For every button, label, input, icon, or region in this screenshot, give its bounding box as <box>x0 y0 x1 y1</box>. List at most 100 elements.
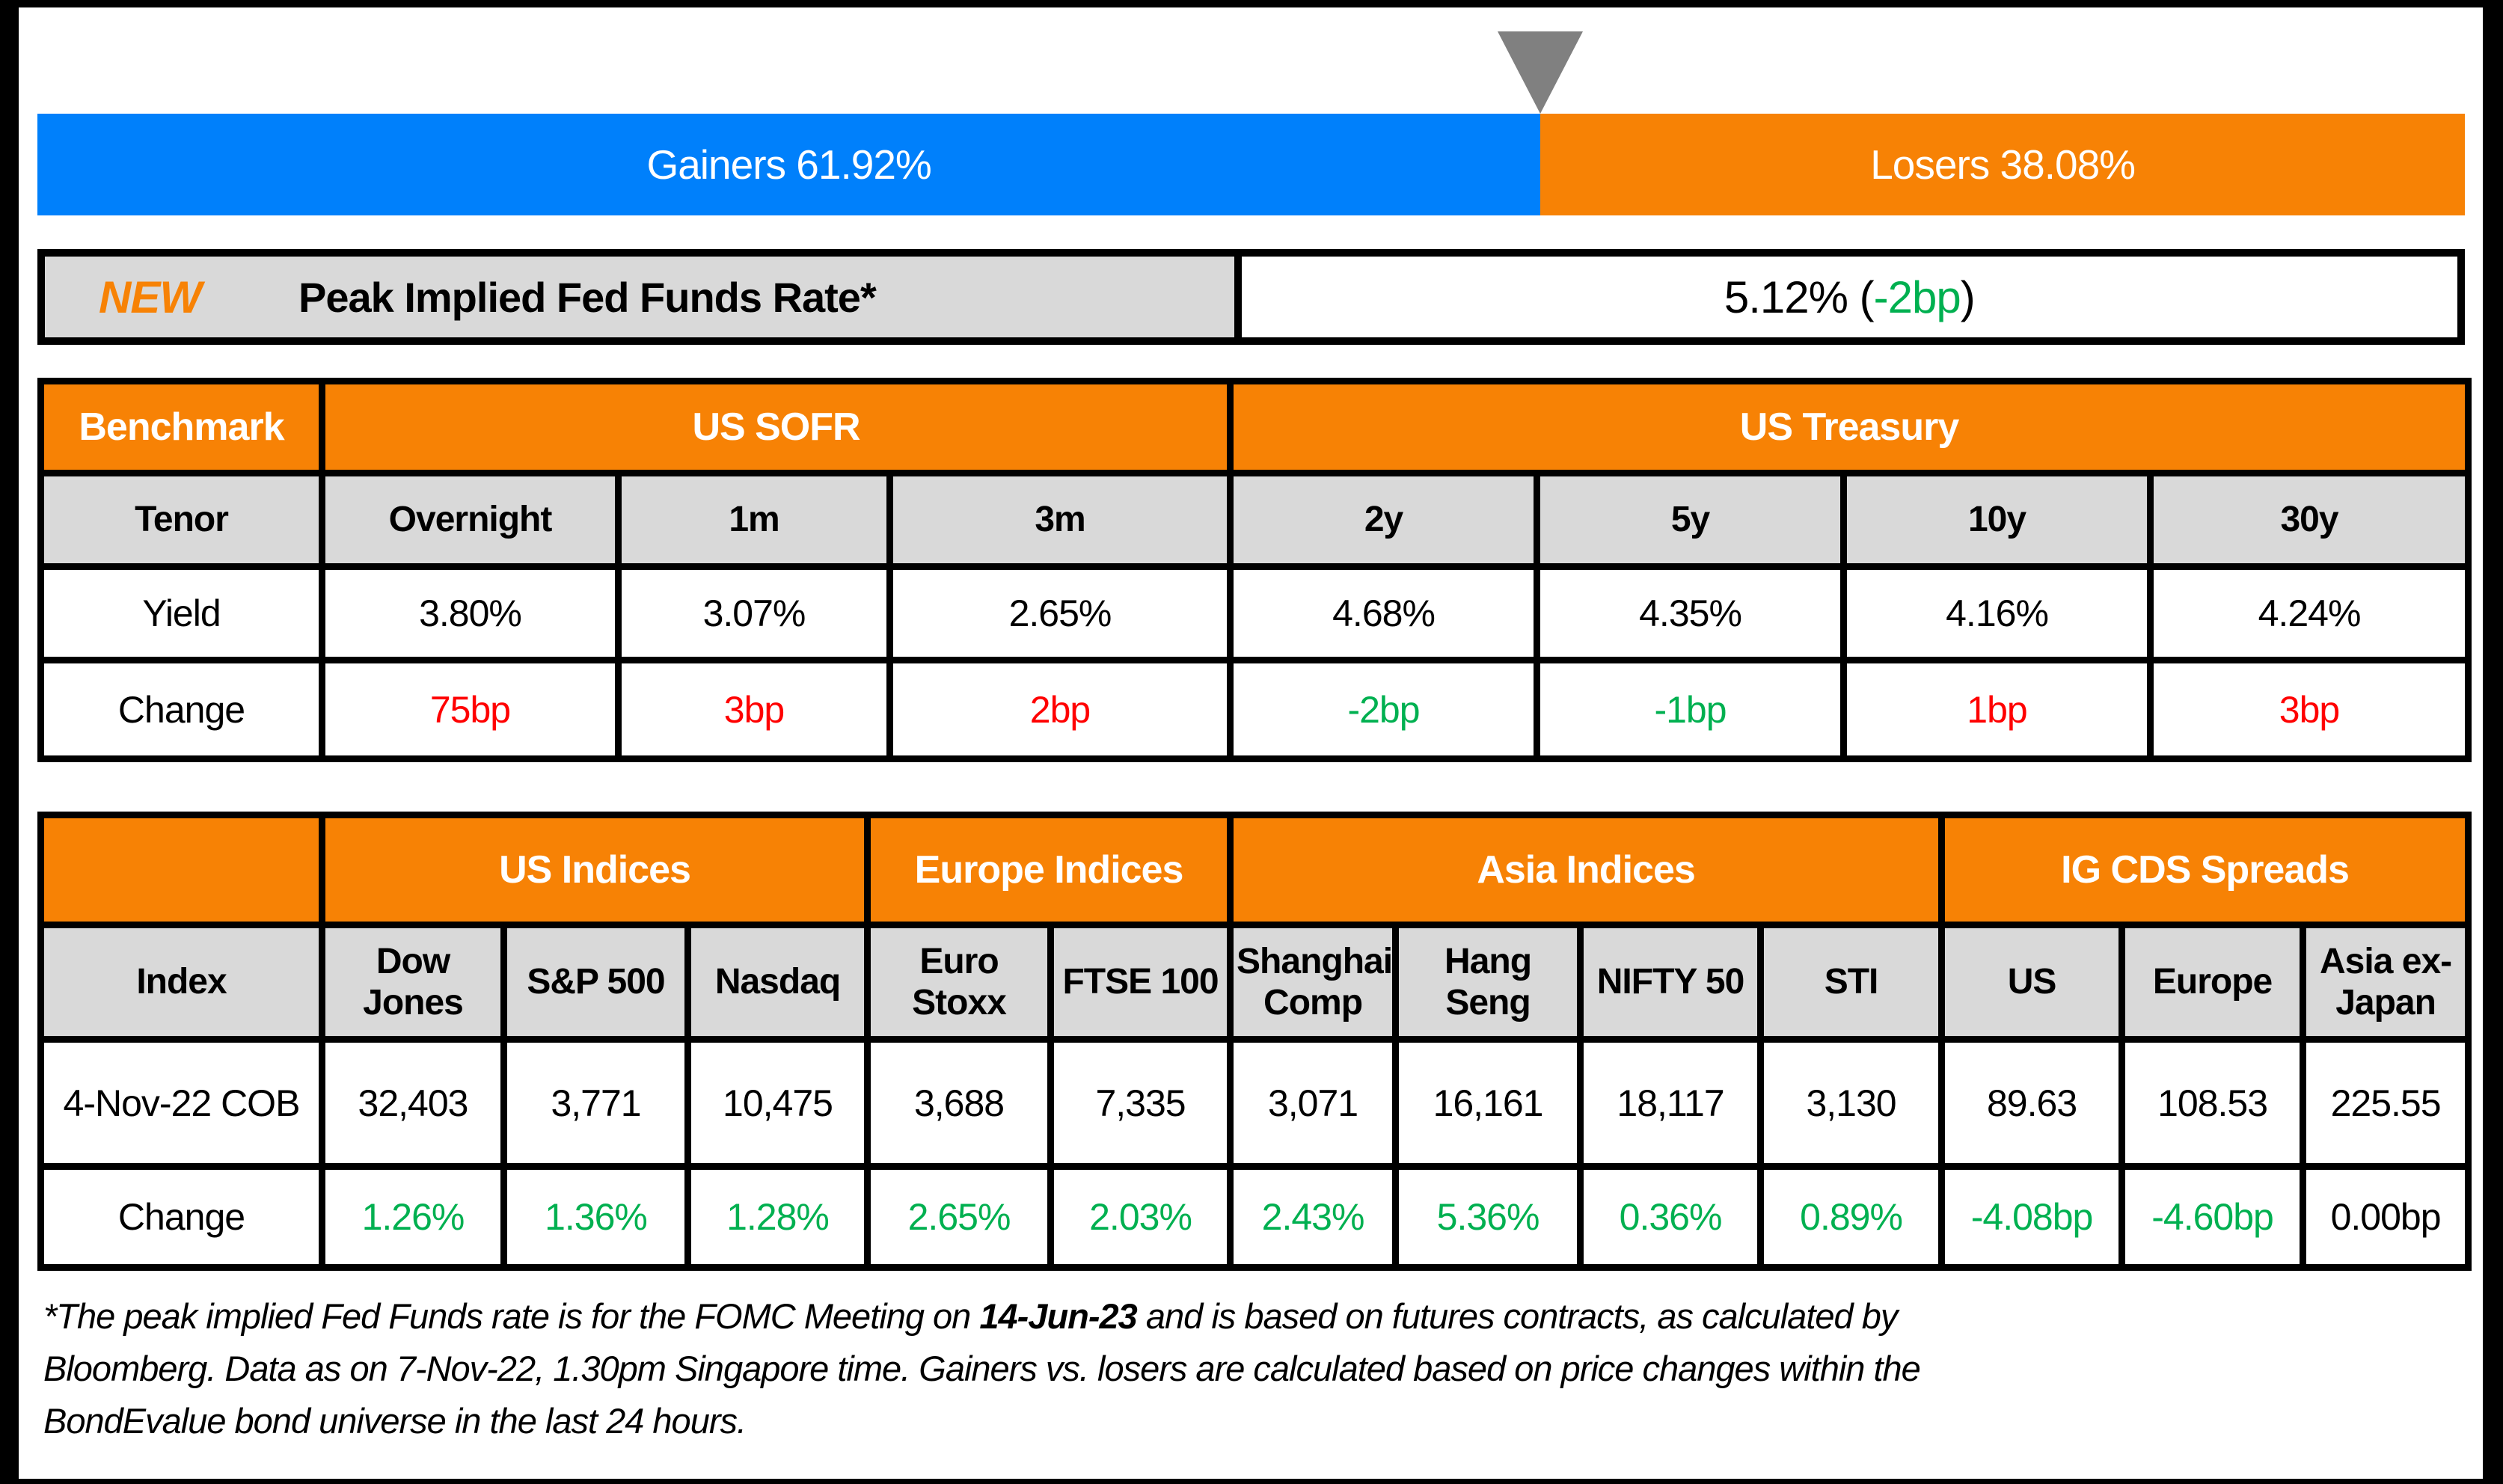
new-badge: NEW <box>99 272 202 322</box>
cob-row-label: 4-Nov-22 COB <box>37 1036 325 1170</box>
col-cds-asia-ex-japan: Asia ex-Japan <box>2300 922 2472 1043</box>
col-shanghai-comp: Shanghai Comp <box>1227 922 1400 1043</box>
change-10y: 1bp <box>1840 657 2154 762</box>
peak-rate-value: 5.12% ( <box>1724 272 1875 322</box>
change-30y: 3bp <box>2147 657 2472 762</box>
col-dow-jones: Dow Jones <box>319 922 507 1043</box>
cob-sp500: 3,771 <box>500 1036 691 1170</box>
cob-hang-seng: 16,161 <box>1392 1036 1584 1170</box>
cob-ftse-100: 7,335 <box>1047 1036 1234 1170</box>
tenor-row-label: Tenor <box>37 470 325 570</box>
indices-table: US Indices Europe Indices Asia Indices I… <box>37 812 2472 1271</box>
chg-nifty-50: 0.36% <box>1577 1163 1765 1271</box>
col-euro-stoxx: Euro Stoxx <box>864 922 1055 1043</box>
tenor-1m: 1m <box>615 470 893 570</box>
cob-dow-jones: 32,403 <box>319 1036 507 1170</box>
yield-5y: 4.35% <box>1534 563 1848 663</box>
tenor-10y: 10y <box>1840 470 2154 570</box>
group-asia-indices: Asia Indices <box>1227 812 1946 928</box>
frame-bottom <box>0 1479 2503 1484</box>
chg-ftse-100: 2.03% <box>1047 1163 1234 1271</box>
chg-cds-europe: -4.60bp <box>2118 1163 2307 1271</box>
tenor-3m: 3m <box>886 470 1234 570</box>
benchmark-table: Benchmark US SOFR US Treasury Tenor Over… <box>37 378 2472 762</box>
group-us-indices: US Indices <box>318 812 871 928</box>
tenor-overnight: Overnight <box>319 470 622 570</box>
change-2y: -2bp <box>1227 657 1541 762</box>
yield-overnight: 3.80% <box>319 563 622 663</box>
marker-down-triangle-icon <box>1498 31 1584 114</box>
index-header-row: Index Dow Jones S&P 500 Nasdaq Euro Stox… <box>37 922 2472 1043</box>
cob-sti: 3,130 <box>1757 1036 1946 1170</box>
footnote-fomc-date: 14-Jun-23 <box>979 1296 1137 1336</box>
yield-1m: 3.07% <box>615 563 893 663</box>
frame-top <box>0 0 2503 7</box>
benchmark-change-row: Change 75bp 3bp 2bp -2bp -1bp 1bp 3bp <box>37 657 2472 762</box>
benchmark-change-row-label: Change <box>37 657 325 762</box>
footnote: *The peak implied Fed Funds rate is for … <box>43 1290 2467 1447</box>
yield-row-label: Yield <box>37 563 325 663</box>
indices-change-row: Change 1.26% 1.36% 1.28% 2.65% 2.03% 2.4… <box>37 1163 2472 1271</box>
peak-rate-paren: ) <box>1960 272 1976 322</box>
col-cds-europe: Europe <box>2118 922 2307 1043</box>
cob-nifty-50: 18,117 <box>1577 1036 1765 1170</box>
losers-label: Losers 38.08% <box>1870 141 2136 188</box>
cob-shanghai-comp: 3,071 <box>1227 1036 1400 1170</box>
cob-cds-us: 89.63 <box>1938 1036 2126 1170</box>
tenor-30y: 30y <box>2147 470 2472 570</box>
benchmark-group-row: Benchmark US SOFR US Treasury <box>37 378 2472 476</box>
col-sp500: S&P 500 <box>500 922 691 1043</box>
tenor-2y: 2y <box>1227 470 1541 570</box>
peak-rate-label: Peak Implied Fed Funds Rate* <box>298 273 877 321</box>
peak-fed-funds-row: NEW Peak Implied Fed Funds Rate* 5.12% (… <box>37 249 2465 345</box>
chg-cds-asia-ex-japan: 0.00bp <box>2300 1163 2472 1271</box>
frame-left <box>0 0 19 1484</box>
cob-euro-stoxx: 3,688 <box>864 1036 1055 1170</box>
col-cds-us: US <box>1938 922 2126 1043</box>
frame-right <box>2483 0 2503 1484</box>
col-nifty-50: NIFTY 50 <box>1577 922 1765 1043</box>
group-ig-cds-spreads: IG CDS Spreads <box>1938 812 2472 928</box>
change-overnight: 75bp <box>319 657 622 762</box>
footnote-line-2: Bloomberg. Data as on 7-Nov-22, 1.30pm S… <box>43 1349 1921 1388</box>
cob-cds-europe: 108.53 <box>2118 1036 2307 1170</box>
chg-dow-jones: 1.26% <box>319 1163 507 1271</box>
chg-sti: 0.89% <box>1757 1163 1946 1271</box>
index-row-label: Index <box>37 922 325 1043</box>
footnote-line-3: BondEvalue bond universe in the last 24 … <box>43 1401 747 1441</box>
indices-corner-cell <box>37 812 325 928</box>
indices-group-row: US Indices Europe Indices Asia Indices I… <box>37 812 2472 928</box>
group-europe-indices: Europe Indices <box>864 812 1234 928</box>
change-3m: 2bp <box>886 657 1234 762</box>
gainers-losers-bar: Gainers 61.92% Losers 38.08% <box>37 114 2465 215</box>
peak-label-cell: NEW Peak Implied Fed Funds Rate* <box>45 257 1242 337</box>
footnote-line-1: *The peak implied Fed Funds rate is for … <box>43 1290 2467 1343</box>
chg-sp500: 1.36% <box>500 1163 691 1271</box>
gainers-label: Gainers 61.92% <box>646 141 931 188</box>
indices-change-row-label: Change <box>37 1163 325 1271</box>
yield-30y: 4.24% <box>2147 563 2472 663</box>
chg-nasdaq: 1.28% <box>684 1163 871 1271</box>
yield-2y: 4.68% <box>1227 563 1541 663</box>
cob-nasdaq: 10,475 <box>684 1036 871 1170</box>
change-1m: 3bp <box>615 657 893 762</box>
footnote-line1-post: and is based on futures contracts, as ca… <box>1136 1296 1899 1336</box>
yield-3m: 2.65% <box>886 563 1234 663</box>
peak-rate-change: -2bp <box>1873 272 1961 322</box>
peak-value-cell: 5.12% (-2bp) <box>1241 257 2457 337</box>
group-us-sofr: US SOFR <box>318 378 1234 476</box>
cob-row: 4-Nov-22 COB 32,403 3,771 10,475 3,688 7… <box>37 1036 2472 1170</box>
marker-track <box>37 31 2465 114</box>
chg-cds-us: -4.08bp <box>1938 1163 2126 1271</box>
footnote-line1-pre: *The peak implied Fed Funds rate is for … <box>43 1296 980 1336</box>
change-5y: -1bp <box>1534 657 1848 762</box>
cob-cds-asia-ex-japan: 225.55 <box>2300 1036 2472 1170</box>
col-hang-seng: Hang Seng <box>1392 922 1584 1043</box>
chg-hang-seng: 5.36% <box>1392 1163 1584 1271</box>
col-ftse-100: FTSE 100 <box>1047 922 1234 1043</box>
yield-10y: 4.16% <box>1840 563 2154 663</box>
tenor-row: Tenor Overnight 1m 3m 2y 5y 10y 30y <box>37 470 2472 570</box>
chg-euro-stoxx: 2.65% <box>864 1163 1055 1271</box>
gainers-segment: Gainers 61.92% <box>37 114 1541 215</box>
